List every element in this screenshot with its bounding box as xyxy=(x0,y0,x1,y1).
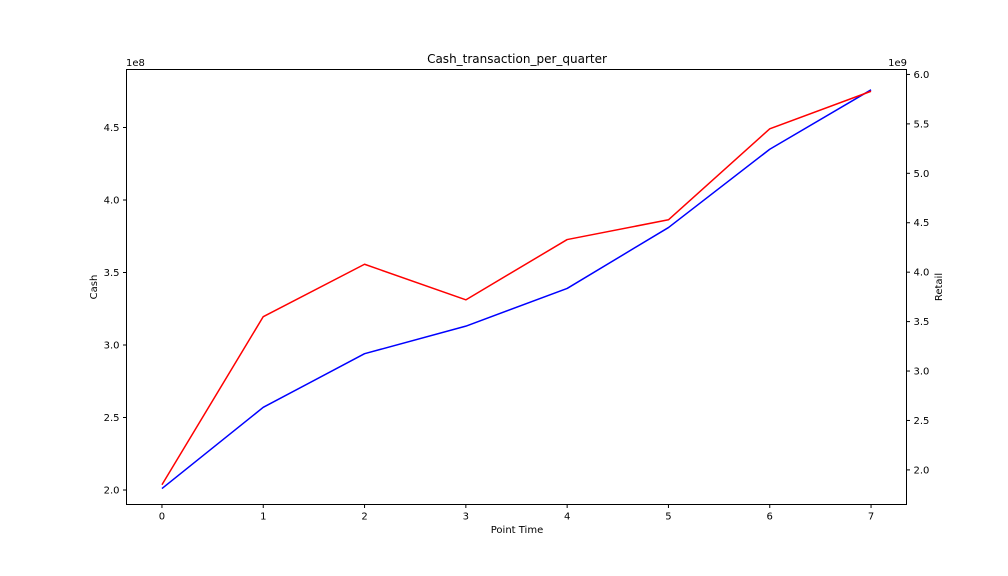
right-tick-label: 4.0 xyxy=(914,268,930,279)
x-tick-label: 2 xyxy=(361,512,367,523)
retail-series-line xyxy=(161,90,872,486)
right-tick-label: 3.0 xyxy=(914,367,930,378)
series-layer xyxy=(161,89,872,490)
x-tick-label: 3 xyxy=(463,512,469,523)
right-y-axis-label: Retail xyxy=(934,273,945,301)
left-tick-label: 4.0 xyxy=(104,196,120,207)
right-tick-label: 3.5 xyxy=(914,317,930,328)
x-tick-label: 4 xyxy=(564,512,570,523)
left-tick-label: 2.5 xyxy=(104,413,120,424)
left-tick-label: 2.0 xyxy=(104,486,120,497)
plot-frame xyxy=(126,69,907,505)
right-tick-label: 2.0 xyxy=(914,465,930,476)
x-axis-label: Point Time xyxy=(491,525,543,536)
right-tick-label: 5.5 xyxy=(914,119,930,130)
chart-title: Cash_transaction_per_quarter xyxy=(427,52,607,66)
left-tick-label: 4.5 xyxy=(104,123,120,134)
right-tick-label: 4.5 xyxy=(914,218,930,229)
right-axis-offset-label: 1e9 xyxy=(888,58,907,69)
cash-series-line xyxy=(161,89,872,490)
left-tick-label: 3.5 xyxy=(104,268,120,279)
axis-ticks: 0 1 2 3 4 5 6 7 2.0 2.5 3.0 3.5 4.0 4.5 2.0 2.5 3.0 3.5 4.… xyxy=(104,70,930,523)
x-tick-label: 7 xyxy=(868,512,874,523)
right-tick-label: 5.0 xyxy=(914,169,930,180)
left-tick-label: 3.0 xyxy=(104,341,120,352)
x-tick-label: 1 xyxy=(260,512,266,523)
right-tick-label: 2.5 xyxy=(914,416,930,427)
left-y-axis-label: Cash xyxy=(89,275,100,300)
right-tick-label: 6.0 xyxy=(914,70,930,81)
x-tick-label: 0 xyxy=(159,512,165,523)
x-tick-label: 5 xyxy=(665,512,671,523)
left-axis-offset-label: 1e8 xyxy=(126,58,145,69)
x-tick-label: 6 xyxy=(767,512,773,523)
